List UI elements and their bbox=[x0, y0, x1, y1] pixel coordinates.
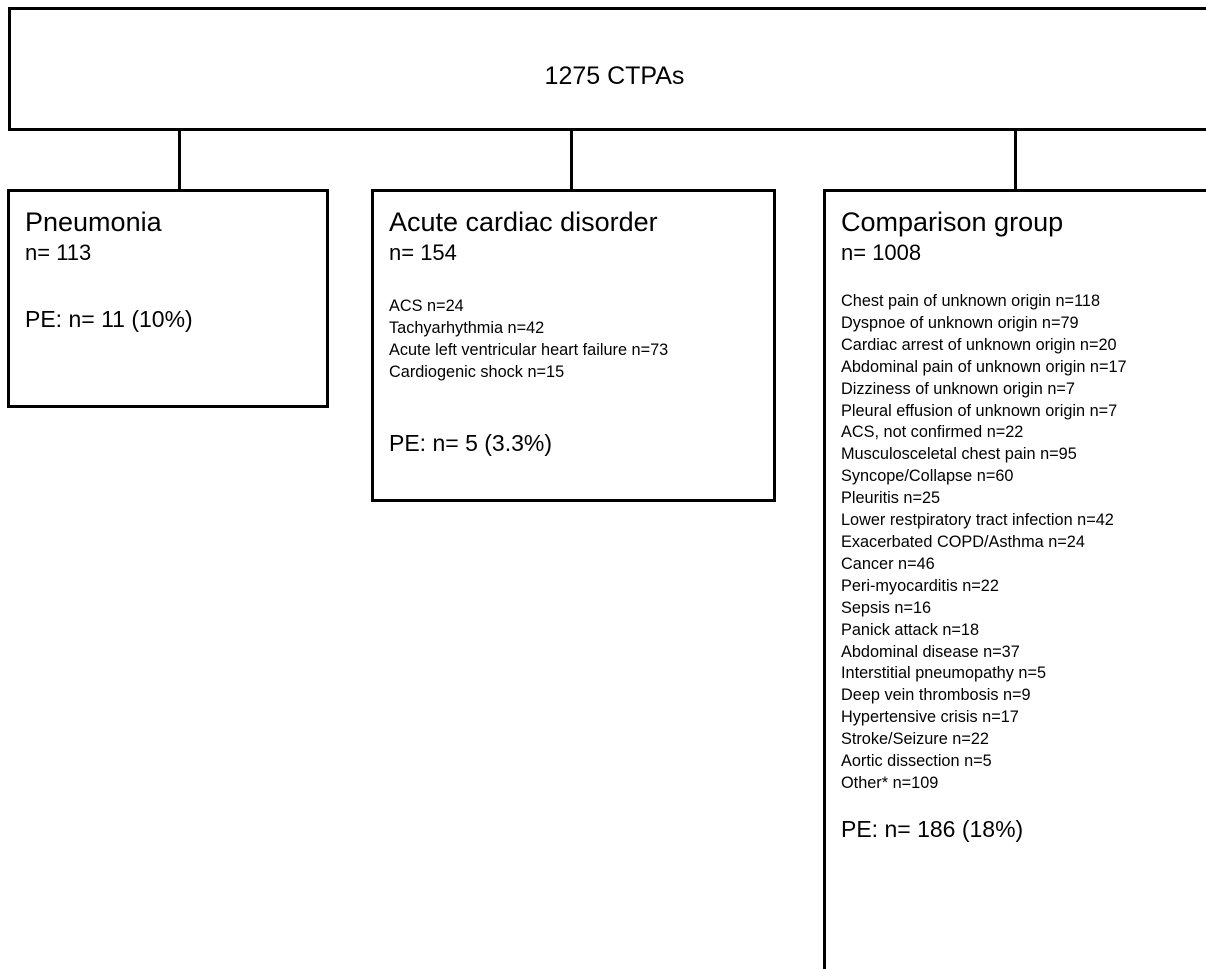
list-item: Peri-myocarditis n=22 bbox=[841, 576, 999, 595]
pneumonia-pe-count: PE: n= 11 (10%) bbox=[25, 306, 193, 332]
comparison-pe-count: PE: n= 186 (18%) bbox=[841, 816, 1024, 842]
comparison-group-count: n= 1008 bbox=[841, 240, 922, 265]
list-item: Abdominal disease n=37 bbox=[841, 642, 1020, 661]
list-item: Syncope/Collapse n=60 bbox=[841, 467, 1014, 486]
list-item: ACS, not confirmed n=22 bbox=[841, 423, 1024, 442]
connector-pneumonia bbox=[178, 130, 181, 192]
list-item: Abdominal pain of unknown origin n=17 bbox=[841, 357, 1127, 376]
list-item: Dyspnoe of unknown origin n=79 bbox=[841, 313, 1079, 332]
list-item: Stroke/Seizure n=22 bbox=[841, 730, 989, 749]
list-item: Lower restpiratory tract infection n=42 bbox=[841, 511, 1114, 530]
connector-cardiac bbox=[570, 130, 573, 192]
list-item: Pleural effusion of unknown origin n=7 bbox=[841, 401, 1118, 420]
list-item: Dizziness of unknown origin n=7 bbox=[841, 379, 1075, 398]
cardiac-pe-count: PE: n= 5 (3.3%) bbox=[389, 430, 552, 456]
comparison-group-box: Comparison group n= 1008 Chest pain of u… bbox=[823, 189, 1206, 969]
list-item: Musculosceletal chest pain n=95 bbox=[841, 445, 1077, 464]
list-item: Deep vein thrombosis n=9 bbox=[841, 686, 1031, 705]
list-item: ACS n=24 bbox=[389, 297, 464, 315]
list-item: Cardiac arrest of unknown origin n=20 bbox=[841, 335, 1117, 354]
list-item: Sepsis n=16 bbox=[841, 598, 932, 617]
cardiac-subgroup-list: ACS n=24 Tachyarhythmia n=42 Acute left … bbox=[389, 296, 668, 384]
list-item: Cardiogenic shock n=15 bbox=[389, 362, 565, 381]
list-item: Acute left ventricular heart failure n=7… bbox=[389, 340, 669, 359]
cardiac-group-count: n= 154 bbox=[389, 240, 457, 265]
comparison-group-title: Comparison group bbox=[841, 207, 1064, 237]
cardiac-group-title: Acute cardiac disorder bbox=[389, 207, 658, 237]
cardiac-group-box: Acute cardiac disorder n= 154 ACS n=24 T… bbox=[371, 189, 776, 502]
root-node-box: 1275 CTPAs bbox=[8, 7, 1206, 131]
list-item: Cancer n=46 bbox=[841, 554, 935, 573]
list-item: Interstitial pneumopathy n=5 bbox=[841, 664, 1047, 683]
list-item: Chest pain of unknown origin n=118 bbox=[841, 292, 1101, 310]
root-node-title: 1275 CTPAs bbox=[544, 62, 685, 90]
pneumonia-group-count: n= 113 bbox=[25, 240, 92, 265]
list-item: Other* n=109 bbox=[841, 773, 939, 792]
comparison-subgroup-list: Chest pain of unknown origin n=118 Dyspn… bbox=[841, 291, 1127, 795]
pneumonia-group-box: Pneumonia n= 113 PE: n= 11 (10%) bbox=[7, 189, 329, 408]
list-item: Exacerbated COPD/Asthma n=24 bbox=[841, 532, 1085, 551]
pneumonia-group-title: Pneumonia bbox=[25, 207, 162, 237]
list-item: Pleuritis n=25 bbox=[841, 489, 941, 508]
list-item: Hypertensive crisis n=17 bbox=[841, 708, 1019, 727]
list-item: Aortic dissection n=5 bbox=[841, 752, 992, 771]
list-item: Tachyarhythmia n=42 bbox=[389, 318, 545, 337]
list-item: Panick attack n=18 bbox=[841, 620, 980, 639]
connector-comparison bbox=[1014, 130, 1017, 192]
